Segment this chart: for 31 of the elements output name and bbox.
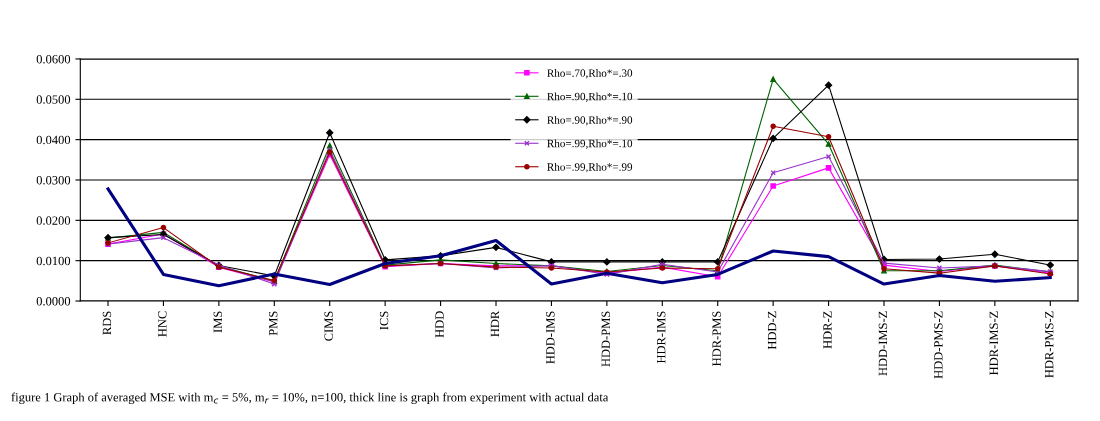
- y-tick-label: 0.0300: [36, 176, 71, 185]
- x-tick-label: HDD-PMS-Z: [934, 311, 943, 379]
- x-tick-label: HDR-IMS: [657, 311, 666, 364]
- x-tick-label: HDD-IMS-Z: [878, 311, 888, 376]
- y-tick-label: 0.0600: [36, 54, 71, 64]
- y-tick-label: 0.0100: [36, 256, 71, 266]
- x-tick-label: HDR-IMS-Z: [989, 311, 998, 375]
- legend-label: Rho=.99,Rho*=.10: [547, 139, 633, 149]
- x-tick-label: HDR-Z: [823, 311, 832, 349]
- legend-label: Rho=.90,Rho*=.90: [547, 115, 633, 126]
- x-tick-label: RDS: [102, 311, 112, 335]
- x-tick-label: HDD-Z: [767, 311, 777, 350]
- y-tick-label: 0.0400: [36, 135, 71, 145]
- legend-label: Rho=.99,Rho*=.99: [547, 162, 633, 173]
- x-tick-label: IMS: [213, 311, 222, 333]
- x-tick-label: HNC: [158, 311, 167, 337]
- y-tick-label: 0.0500: [36, 95, 71, 104]
- x-tick-label: HDR-PMS-Z: [1045, 311, 1054, 378]
- x-tick-label: CIMS: [324, 311, 333, 341]
- x-tick-label: HDR-PMS: [712, 311, 721, 366]
- x-tick-label: ICS: [379, 311, 389, 330]
- legend-label: Rho=.70,Rho*=.30: [547, 69, 633, 79]
- x-tick-label: HDD-IMS: [546, 311, 555, 364]
- y-tick-label: 0.0200: [36, 216, 71, 225]
- x-tick-label: HDD-PMS: [601, 311, 610, 367]
- caption: figure 1 Graph of averaged MSE with m$_{c}$ = 5%, m$_{r}$ = 10%, n=100, thick line is graph from experiment with actual data: [11, 392, 609, 405]
- legend-label: Rho=.90,Rho*=.10: [547, 92, 633, 102]
- x-tick-label: PMS: [269, 311, 278, 336]
- y-tick-label: 0.0000: [36, 297, 71, 306]
- x-tick-label: HDR: [490, 310, 500, 337]
- x-tick-label: HDD: [435, 311, 444, 338]
